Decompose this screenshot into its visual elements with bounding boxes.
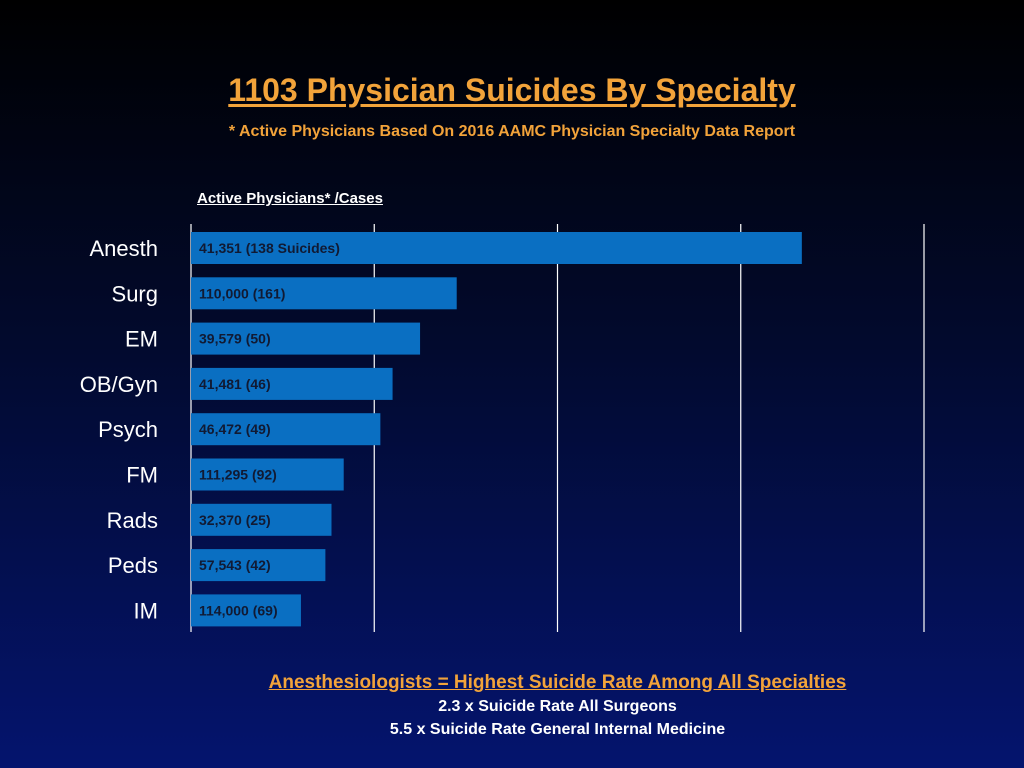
category-label: Peds [108,553,158,578]
category-label: Anesth [90,236,159,261]
bar [191,594,301,627]
bar-value-label: 41,481 (46) [199,376,271,392]
bar-value-label: 39,579 (50) [199,331,271,347]
bar [191,503,332,536]
footer-line-1: 2.3 x Suicide Rate All Surgeons [438,698,677,715]
category-label: OB/Gyn [80,372,158,397]
bar [191,277,457,310]
bar [191,458,344,491]
category-label: Psych [98,417,158,442]
bar-value-label: 110,000 (161) [199,285,285,301]
bar-value-label: 57,543 (42) [199,557,271,573]
bar-value-label: 46,472 (49) [199,421,271,437]
category-label: Surg [112,281,158,306]
bar [191,367,393,400]
category-label: FM [126,463,158,488]
bar-value-label: 111,295 (92) [199,467,277,483]
bar [191,413,381,446]
category-label: Rads [107,508,158,533]
chart-subtitle: * Active Physicians Based On 2016 AAMC P… [228,123,796,140]
bar-value-label: 114,000 (69) [199,602,278,618]
column-header: Active Physicians* /Cases [197,190,383,207]
bar-value-label: 32,370 (25) [199,512,271,528]
category-label: EM [125,327,158,352]
footer-line-2: 5.5 x Suicide Rate General Internal Medi… [389,721,726,738]
bar [191,322,421,355]
bar [191,549,326,582]
category-label: IM [134,598,158,623]
chart-title: 1103 Physician Suicides By Specialty [228,72,796,108]
footer-headline: Anesthesiologists = Highest Suicide Rate… [268,672,847,693]
bar [191,232,802,264]
bar-value-label: 41,351 (138 Suicides) [199,240,340,256]
